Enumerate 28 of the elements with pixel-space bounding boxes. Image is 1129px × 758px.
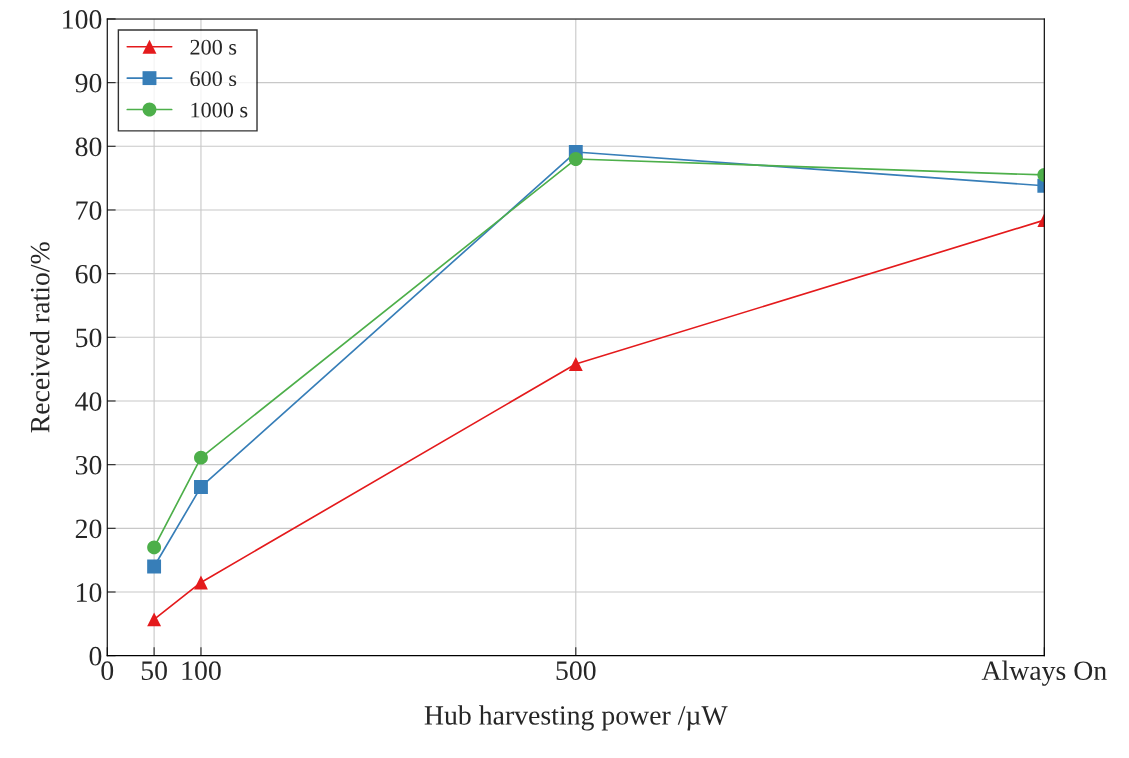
y-tick-label: 90 xyxy=(75,73,102,93)
y-tick-label: 30 xyxy=(75,455,102,475)
y-tick-label: 70 xyxy=(76,201,102,220)
y-tick-label: 20 xyxy=(75,519,102,539)
point xyxy=(147,540,162,555)
x-tick-label: 50 xyxy=(141,661,167,681)
x-tick-label: Always On xyxy=(981,660,1107,686)
point xyxy=(147,612,162,627)
y-tick-label: 80 xyxy=(75,137,102,157)
point xyxy=(194,575,208,590)
y-tick-label: 40 xyxy=(75,392,102,411)
y-axis-title: Received ratio/% xyxy=(29,242,50,433)
y-tick-label: 50 xyxy=(76,328,102,348)
x-axis-title: Hub harvesting power /µW xyxy=(424,705,728,731)
legend-label: 200 s xyxy=(190,39,237,55)
x-tick-label: 100 xyxy=(182,661,221,681)
y-tick-label: 0 xyxy=(89,646,102,666)
y-tick-label: 10 xyxy=(77,583,102,602)
x-tick-label: 500 xyxy=(556,661,596,681)
y-tick-label: 100 xyxy=(63,10,102,29)
point xyxy=(194,450,208,465)
point xyxy=(568,357,583,371)
point xyxy=(568,152,583,166)
point xyxy=(194,479,208,494)
y-tick-label: 60 xyxy=(75,264,102,284)
point xyxy=(147,559,162,574)
legend-label: 600 s xyxy=(190,71,237,87)
legend-label: 1000 s xyxy=(191,102,248,118)
